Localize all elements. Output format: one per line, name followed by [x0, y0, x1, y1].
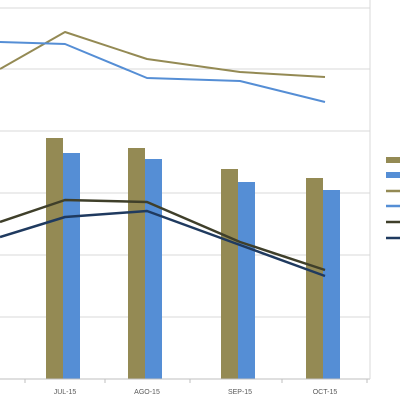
- bottom-line-2: [0, 209, 326, 278]
- bar-series: [46, 138, 340, 379]
- bar-s2-1: [63, 153, 80, 379]
- x-tick-label-4: OCT-15: [313, 389, 338, 396]
- line-series: [0, 31, 326, 278]
- x-axis-ticks: JUL-15 AGO-15 SEP-15 OCT-15: [24, 379, 368, 396]
- x-tick-label-2: AGO-15: [134, 389, 160, 396]
- bar-s1-3: [221, 169, 238, 379]
- top-line-2: [0, 41, 326, 103]
- bar-s2-4: [323, 190, 340, 379]
- bottom-line-1: [0, 198, 326, 272]
- x-tick-label-3: SEP-15: [228, 389, 252, 396]
- bar-s1-2: [128, 148, 145, 379]
- bar-s2-3: [238, 182, 255, 379]
- legend: [386, 157, 400, 240]
- x-tick-label-1: JUL-15: [54, 389, 77, 396]
- legend-swatch-1: [386, 172, 400, 178]
- top-line-1: [0, 31, 326, 78]
- bar-s2-2: [145, 159, 162, 379]
- bar-s1-4: [306, 178, 323, 379]
- legend-swatch-0: [386, 157, 400, 163]
- bar-s1-1: [46, 138, 63, 379]
